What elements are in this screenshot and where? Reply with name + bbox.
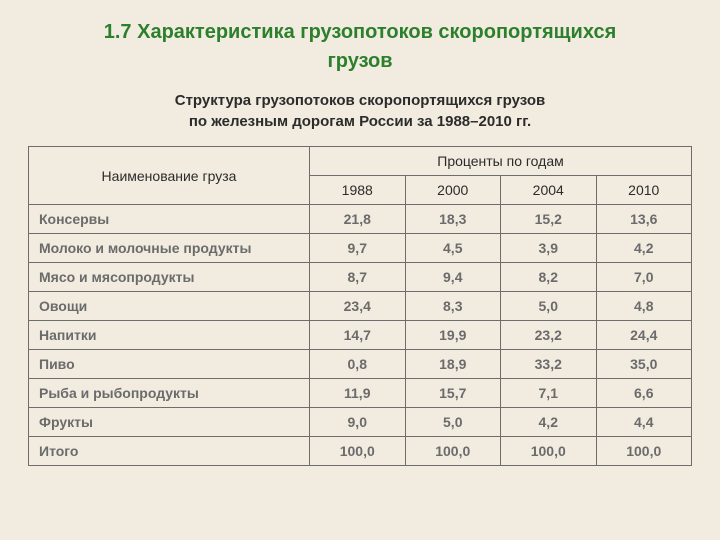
cell-name: Пиво [29, 350, 310, 379]
table-row: Фрукты 9,0 5,0 4,2 4,4 [29, 408, 692, 437]
table-caption-line2: по железным дорогам России за 1988–2010 … [189, 113, 531, 130]
cell-value: 100,0 [310, 437, 406, 466]
cell-value: 6,6 [596, 379, 692, 408]
cell-value: 5,0 [405, 408, 501, 437]
cell-value: 8,3 [405, 292, 501, 321]
table-caption: Структура грузопотоков скоропортящихся г… [68, 90, 652, 132]
cell-value: 13,6 [596, 205, 692, 234]
cell-value: 23,2 [501, 321, 597, 350]
cell-value: 14,7 [310, 321, 406, 350]
cell-value: 9,7 [310, 234, 406, 263]
cell-value: 3,9 [501, 234, 597, 263]
cell-value: 11,9 [310, 379, 406, 408]
cell-value: 100,0 [501, 437, 597, 466]
table-body: Консервы 21,8 18,3 15,2 13,6 Молоко и мо… [29, 205, 692, 466]
cell-name: Итого [29, 437, 310, 466]
table-row: Напитки 14,7 19,9 23,2 24,4 [29, 321, 692, 350]
cell-name: Напитки [29, 321, 310, 350]
cell-value: 9,4 [405, 263, 501, 292]
cell-name: Молоко и молочные продукты [29, 234, 310, 263]
col-header-year: 2004 [501, 176, 597, 205]
cell-value: 33,2 [501, 350, 597, 379]
col-header-year: 2010 [596, 176, 692, 205]
cell-value: 0,8 [310, 350, 406, 379]
cell-value: 23,4 [310, 292, 406, 321]
cell-value: 35,0 [596, 350, 692, 379]
cell-value: 100,0 [405, 437, 501, 466]
cell-name: Мясо и мясопродукты [29, 263, 310, 292]
cell-value: 7,1 [501, 379, 597, 408]
cell-value: 18,3 [405, 205, 501, 234]
table-caption-line1: Структура грузопотоков скоропортящихся г… [175, 92, 546, 109]
cell-value: 4,2 [501, 408, 597, 437]
table-row: Молоко и молочные продукты 9,7 4,5 3,9 4… [29, 234, 692, 263]
table-row: Консервы 21,8 18,3 15,2 13,6 [29, 205, 692, 234]
col-header-year: 2000 [405, 176, 501, 205]
cell-value: 4,5 [405, 234, 501, 263]
cell-value: 15,7 [405, 379, 501, 408]
cell-value: 4,4 [596, 408, 692, 437]
cell-value: 15,2 [501, 205, 597, 234]
cell-value: 18,9 [405, 350, 501, 379]
col-header-year: 1988 [310, 176, 406, 205]
cell-value: 5,0 [501, 292, 597, 321]
cell-value: 7,0 [596, 263, 692, 292]
cell-value: 4,2 [596, 234, 692, 263]
table-row: Рыба и рыбопродукты 11,9 15,7 7,1 6,6 [29, 379, 692, 408]
cell-value: 4,8 [596, 292, 692, 321]
table-row: Овощи 23,4 8,3 5,0 4,8 [29, 292, 692, 321]
cell-name: Консервы [29, 205, 310, 234]
col-header-name: Наименование груза [29, 147, 310, 205]
cell-value: 9,0 [310, 408, 406, 437]
table-row: Пиво 0,8 18,9 33,2 35,0 [29, 350, 692, 379]
cell-value: 100,0 [596, 437, 692, 466]
cell-name: Рыба и рыбопродукты [29, 379, 310, 408]
table-row: Мясо и мясопродукты 8,7 9,4 8,2 7,0 [29, 263, 692, 292]
table-header-row-1: Наименование груза Проценты по годам [29, 147, 692, 176]
cell-value: 19,9 [405, 321, 501, 350]
section-title: 1.7 Характеристика грузопотоков скоропор… [88, 18, 632, 76]
cell-value: 24,4 [596, 321, 692, 350]
cell-name: Овощи [29, 292, 310, 321]
freight-table: Наименование груза Проценты по годам 198… [28, 146, 692, 466]
table-row-total: Итого 100,0 100,0 100,0 100,0 [29, 437, 692, 466]
cell-value: 8,2 [501, 263, 597, 292]
col-header-group: Проценты по годам [310, 147, 692, 176]
cell-value: 21,8 [310, 205, 406, 234]
cell-name: Фрукты [29, 408, 310, 437]
cell-value: 8,7 [310, 263, 406, 292]
page: 1.7 Характеристика грузопотоков скоропор… [0, 0, 720, 540]
